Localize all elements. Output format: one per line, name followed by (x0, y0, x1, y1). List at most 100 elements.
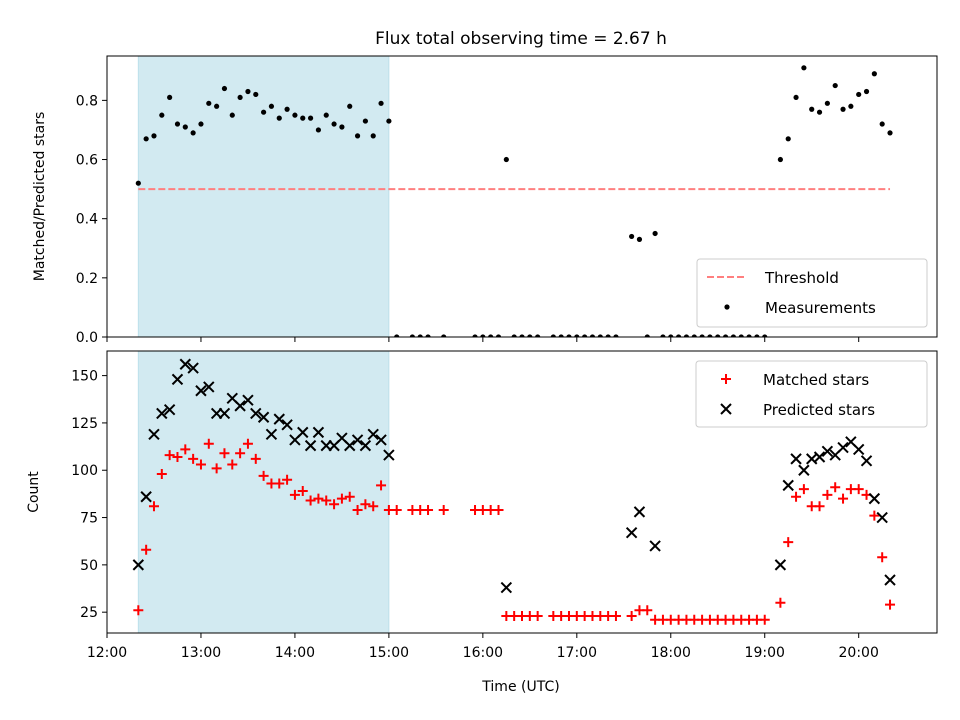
bottom-x-point-35 (633, 506, 646, 518)
top-dot-point-42 (503, 156, 509, 163)
top-dot-point-82 (840, 106, 846, 112)
bottom-x-point-42 (813, 451, 826, 463)
bottom-x-point-1 (140, 491, 152, 503)
bottom-x-point-40 (798, 464, 810, 476)
bottom-plus-point-22 (305, 495, 316, 506)
top-dot-point-70 (738, 334, 744, 337)
bottom-plus-point-29 (360, 499, 371, 510)
bottom-plus-point-12 (227, 459, 238, 470)
bottom-plus-point-10 (211, 463, 222, 474)
top-dot-point-60 (660, 334, 666, 337)
top-dot-point-17 (268, 103, 275, 109)
top-dot-point-33 (394, 334, 400, 337)
bottom-plus-point-21 (297, 486, 308, 497)
top-ytick-label-4: 0.8 (76, 93, 98, 109)
top-dot-point-31 (378, 100, 384, 106)
top-dot-point-71 (746, 334, 752, 337)
bottom-panel-counts: 25 50 75 100 125 150 12:00 13:00 14:00 15:00 16:00… (26, 350, 938, 661)
top-dot-point-58 (644, 334, 650, 337)
bottom-plus-point-28 (352, 504, 363, 515)
bottom-plus-point-82 (838, 493, 849, 504)
bottom-ytick-label-0: 25 (80, 605, 98, 621)
top-dot-point-14 (245, 88, 251, 95)
bottom-ytick-label-2: 75 (80, 511, 98, 527)
bottom-plus-point-7 (188, 453, 199, 464)
top-dot-point-74 (777, 156, 783, 163)
xtick-label-1: 13:00 (181, 645, 221, 661)
top-dot-point-15 (253, 91, 259, 98)
top-dot-point-73 (762, 334, 768, 337)
bottom-legend (695, 360, 928, 428)
top-dot-point-23 (315, 127, 322, 133)
bottom-plus-point-75 (783, 537, 794, 548)
top-dot-point-10 (214, 103, 220, 109)
bottom-plus-point-84 (853, 484, 864, 495)
top-dot-point-28 (354, 133, 361, 139)
top-dot-point-76 (793, 94, 799, 101)
top-dot-point-4 (167, 94, 173, 101)
top-dot-point-44 (519, 334, 525, 337)
legend-plus-swatch (721, 374, 731, 384)
bottom-plus-point-87 (877, 552, 888, 563)
top-dot-point-12 (229, 112, 235, 118)
legend-threshold-label: Threshold (764, 269, 839, 287)
top-dot-point-19 (284, 106, 290, 112)
top-dot-point-20 (292, 112, 298, 118)
top-dot-point-53 (597, 334, 603, 337)
bottom-plus-point-74 (775, 597, 786, 608)
bottom-x-point-8 (195, 385, 207, 397)
xtick-label-6: 18:00 (651, 645, 691, 661)
bottom-ytick-label-4: 125 (71, 416, 98, 432)
top-dot-point-80 (824, 100, 830, 106)
bottom-x-point-38 (782, 479, 794, 492)
bottom-plus-point-3 (156, 469, 167, 480)
top-dot-point-85 (863, 88, 870, 95)
bottom-x-point-22 (304, 439, 317, 452)
top-dot-point-36 (425, 334, 431, 337)
bottom-plus-point-6 (180, 444, 191, 455)
bottom-plus-point-80 (822, 489, 833, 500)
bottom-x-point-43 (821, 445, 834, 458)
top-dot-point-64 (691, 334, 697, 337)
bottom-plus-point-46 (532, 610, 543, 621)
top-dot-point-78 (809, 106, 815, 112)
bottom-y-axis-label: Count (26, 471, 42, 513)
xtick-label-3: 15:00 (369, 645, 409, 661)
top-dot-point-38 (472, 334, 478, 337)
bottom-x-point-0 (132, 559, 145, 571)
top-ytick-label-1: 0.2 (76, 271, 98, 287)
bottom-x-point-15 (250, 407, 262, 420)
top-dot-point-79 (816, 109, 823, 115)
xtick-label-2: 14:00 (275, 645, 315, 661)
bottom-x-point-21 (297, 426, 309, 439)
bottom-x-point-30 (367, 428, 379, 440)
bottom-plus-point-37 (438, 504, 449, 515)
bottom-plus-point-36 (423, 504, 434, 515)
top-dot-point-51 (582, 334, 588, 337)
top-dot-point-55 (613, 334, 619, 337)
bottom-x-point-9 (203, 381, 215, 393)
bottom-plus-point-55 (610, 610, 621, 621)
bottom-x-point-14 (242, 394, 254, 406)
top-dot-point-1 (143, 136, 149, 142)
xtick-label-4: 16:00 (463, 645, 503, 661)
top-dot-point-48 (558, 334, 564, 337)
top-dot-point-29 (362, 118, 368, 124)
top-dot-point-57 (636, 236, 643, 242)
legend-measurements-swatch (724, 304, 730, 310)
top-dot-point-67 (715, 334, 721, 337)
bottom-x-point-6 (179, 358, 192, 370)
top-dot-point-46 (535, 334, 541, 337)
xtick-label-0: 12:00 (87, 645, 127, 661)
top-dot-point-45 (527, 334, 533, 337)
bottom-x-point-39 (790, 453, 802, 465)
top-dot-point-41 (495, 334, 502, 337)
top-dot-point-88 (887, 130, 893, 136)
bottom-plus-point-23 (313, 493, 324, 504)
x-axis-label: Time (UTC) (481, 679, 559, 695)
bottom-axes-frame (106, 350, 938, 634)
top-dot-point-22 (307, 115, 314, 121)
bottom-ytick-label-5: 150 (71, 369, 98, 385)
legend-measurements-label: Measurements (765, 299, 876, 317)
